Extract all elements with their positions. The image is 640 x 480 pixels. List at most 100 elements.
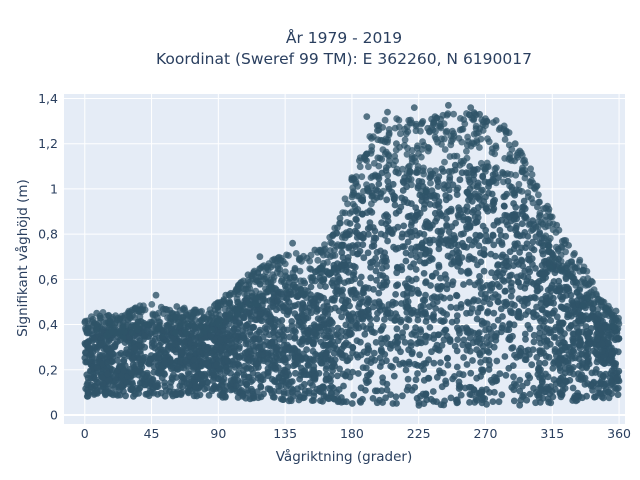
data-point	[349, 200, 357, 208]
data-point	[131, 344, 139, 352]
data-point	[100, 318, 108, 326]
data-point	[292, 369, 299, 377]
data-point	[579, 301, 587, 309]
data-point	[355, 303, 362, 311]
data-point	[390, 243, 397, 251]
data-point	[558, 243, 566, 251]
data-point	[367, 325, 375, 333]
data-point	[344, 254, 352, 261]
data-point	[97, 340, 105, 348]
data-point	[547, 264, 554, 272]
data-point	[466, 399, 473, 406]
data-point	[108, 328, 116, 336]
data-point	[152, 383, 159, 390]
data-point	[213, 343, 220, 350]
data-point	[253, 360, 260, 368]
data-point	[283, 295, 291, 303]
data-point	[597, 390, 605, 398]
data-point	[502, 371, 510, 379]
data-point	[424, 222, 431, 229]
data-point	[412, 266, 420, 273]
x-tick-label: 45	[144, 426, 160, 441]
data-point	[473, 137, 481, 144]
data-point	[584, 275, 592, 282]
data-point	[348, 400, 356, 407]
data-point	[416, 351, 423, 359]
data-point	[166, 357, 174, 365]
data-point	[345, 243, 353, 251]
data-point	[206, 306, 214, 314]
data-point	[415, 402, 423, 409]
data-point	[482, 193, 489, 201]
data-point	[183, 329, 190, 336]
data-point	[248, 385, 255, 393]
data-point	[506, 272, 514, 280]
data-point	[598, 347, 606, 355]
data-point	[520, 197, 528, 205]
data-point	[249, 337, 256, 344]
data-point	[384, 237, 391, 245]
data-point	[608, 351, 615, 358]
data-point	[414, 370, 421, 377]
data-point	[204, 379, 211, 386]
data-point	[450, 152, 458, 160]
data-point	[283, 251, 290, 259]
data-point	[402, 303, 410, 311]
data-point	[327, 372, 335, 380]
data-point	[474, 182, 482, 190]
data-point	[420, 205, 428, 212]
data-point	[366, 219, 374, 227]
data-point	[287, 397, 295, 405]
data-point	[521, 295, 528, 303]
data-point	[524, 233, 532, 240]
data-point	[429, 388, 437, 395]
data-point	[391, 201, 399, 209]
data-point	[379, 187, 387, 195]
data-point	[378, 335, 385, 343]
data-point	[432, 127, 439, 135]
x-tick-label: 315	[540, 426, 564, 441]
data-point	[422, 390, 430, 398]
data-point	[398, 266, 406, 274]
data-point	[130, 387, 138, 395]
data-point	[157, 303, 165, 311]
data-point	[513, 211, 521, 219]
data-point	[479, 222, 487, 230]
data-point	[461, 384, 469, 392]
data-point	[132, 361, 140, 369]
data-point	[470, 130, 478, 138]
data-point	[512, 171, 520, 179]
data-point	[385, 125, 393, 133]
data-point	[484, 135, 491, 143]
data-point	[528, 171, 536, 178]
data-point	[352, 215, 360, 223]
data-point	[245, 373, 252, 381]
data-point	[514, 154, 521, 161]
data-point	[453, 292, 461, 300]
data-point	[577, 376, 585, 383]
data-point	[419, 118, 427, 125]
data-point	[608, 311, 616, 319]
data-point	[498, 239, 506, 246]
data-point	[413, 253, 420, 261]
data-point	[493, 217, 501, 225]
data-point	[330, 395, 338, 403]
data-point	[311, 246, 319, 254]
data-point	[443, 127, 451, 135]
data-point	[209, 367, 216, 375]
data-point	[460, 336, 468, 344]
data-point	[81, 340, 89, 347]
data-point	[310, 392, 318, 400]
data-point	[479, 127, 487, 134]
data-point	[141, 343, 149, 351]
data-point	[511, 140, 519, 148]
data-point	[402, 257, 410, 265]
data-point	[535, 218, 543, 226]
data-point	[535, 278, 543, 285]
data-point	[446, 194, 453, 201]
data-point	[360, 254, 368, 262]
data-point	[404, 375, 412, 383]
data-point	[590, 299, 598, 307]
data-point	[507, 293, 515, 300]
data-point	[555, 277, 563, 285]
